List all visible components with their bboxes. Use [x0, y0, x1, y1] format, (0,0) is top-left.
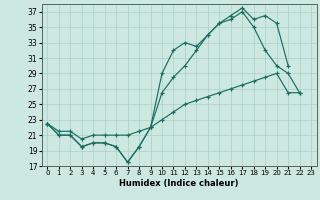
X-axis label: Humidex (Indice chaleur): Humidex (Indice chaleur)	[119, 179, 239, 188]
